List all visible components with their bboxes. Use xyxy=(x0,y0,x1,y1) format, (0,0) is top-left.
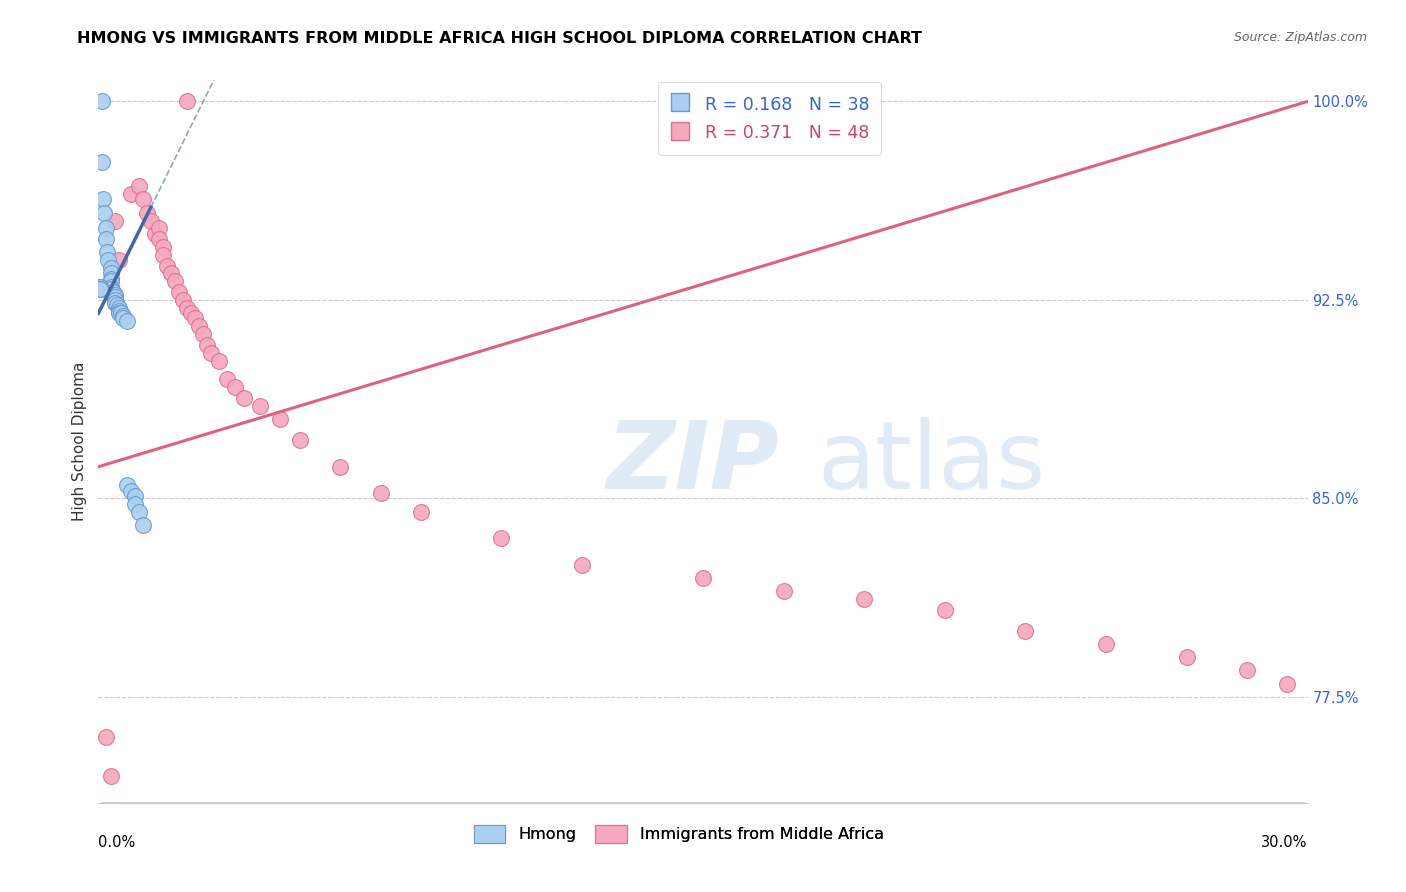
Point xyxy=(89,282,111,296)
Point xyxy=(1236,664,1258,678)
Point xyxy=(1175,650,1198,665)
Point xyxy=(329,459,352,474)
Point xyxy=(100,769,122,783)
Point xyxy=(217,372,239,386)
Point xyxy=(172,293,194,307)
Point xyxy=(193,327,215,342)
Point xyxy=(176,301,198,315)
Point xyxy=(772,584,794,599)
Point xyxy=(103,213,125,227)
Point xyxy=(115,478,138,492)
Y-axis label: High School Diploma: High School Diploma xyxy=(72,362,87,521)
Point xyxy=(692,571,714,585)
Point xyxy=(224,380,246,394)
Point xyxy=(132,517,155,532)
Point xyxy=(180,306,202,320)
Point xyxy=(132,193,155,207)
Point xyxy=(120,483,142,498)
Point xyxy=(115,314,138,328)
Point xyxy=(156,259,179,273)
Point xyxy=(184,311,207,326)
Point xyxy=(104,295,127,310)
Point xyxy=(100,279,122,293)
Point xyxy=(195,338,218,352)
Point xyxy=(1095,637,1118,651)
Point xyxy=(370,486,392,500)
Point xyxy=(100,272,122,286)
Point xyxy=(91,193,114,207)
Point xyxy=(571,558,593,572)
Point xyxy=(89,279,111,293)
Point xyxy=(491,531,513,545)
Text: 0.0%: 0.0% xyxy=(98,835,135,849)
Point xyxy=(249,399,271,413)
Point xyxy=(100,261,122,276)
Point xyxy=(96,232,118,246)
Point xyxy=(143,227,166,241)
Point xyxy=(167,285,190,299)
Legend: Hmong, Immigrants from Middle Africa: Hmong, Immigrants from Middle Africa xyxy=(467,819,890,849)
Text: 30.0%: 30.0% xyxy=(1261,835,1308,849)
Point xyxy=(128,505,150,519)
Point xyxy=(103,287,125,301)
Point xyxy=(107,306,129,320)
Text: atlas: atlas xyxy=(818,417,1046,509)
Point xyxy=(100,282,122,296)
Point xyxy=(124,489,146,503)
Point xyxy=(107,301,129,315)
Point xyxy=(135,205,157,219)
Point xyxy=(148,232,170,246)
Point xyxy=(152,248,174,262)
Point xyxy=(152,240,174,254)
Point xyxy=(96,245,118,260)
Point xyxy=(96,221,118,235)
Text: ZIP: ZIP xyxy=(606,417,779,509)
Point xyxy=(89,279,111,293)
Text: Source: ZipAtlas.com: Source: ZipAtlas.com xyxy=(1233,31,1367,45)
Point xyxy=(101,285,124,299)
Point xyxy=(409,505,432,519)
Point xyxy=(103,290,125,304)
Point xyxy=(934,602,956,616)
Point xyxy=(96,730,118,744)
Point xyxy=(110,306,132,320)
Point xyxy=(1014,624,1036,638)
Point xyxy=(107,253,129,268)
Point xyxy=(160,267,183,281)
Point xyxy=(111,309,134,323)
Point xyxy=(100,274,122,288)
Point xyxy=(208,354,231,368)
Point xyxy=(89,282,111,296)
Point xyxy=(128,179,150,194)
Point xyxy=(91,155,114,169)
Point xyxy=(103,293,125,307)
Point xyxy=(89,282,111,296)
Point xyxy=(1277,676,1299,690)
Point xyxy=(124,497,146,511)
Point xyxy=(269,412,291,426)
Point xyxy=(188,319,211,334)
Point xyxy=(105,298,128,312)
Point xyxy=(111,311,134,326)
Point xyxy=(176,95,198,109)
Point xyxy=(139,213,162,227)
Point xyxy=(163,274,186,288)
Point xyxy=(148,221,170,235)
Point xyxy=(853,592,876,607)
Text: HMONG VS IMMIGRANTS FROM MIDDLE AFRICA HIGH SCHOOL DIPLOMA CORRELATION CHART: HMONG VS IMMIGRANTS FROM MIDDLE AFRICA H… xyxy=(77,31,922,46)
Point xyxy=(100,267,122,281)
Point xyxy=(232,391,254,405)
Point xyxy=(97,253,120,268)
Point xyxy=(288,434,311,448)
Point xyxy=(93,205,115,219)
Point xyxy=(200,346,222,360)
Point xyxy=(120,187,142,202)
Point xyxy=(90,95,112,109)
Point xyxy=(107,303,129,318)
